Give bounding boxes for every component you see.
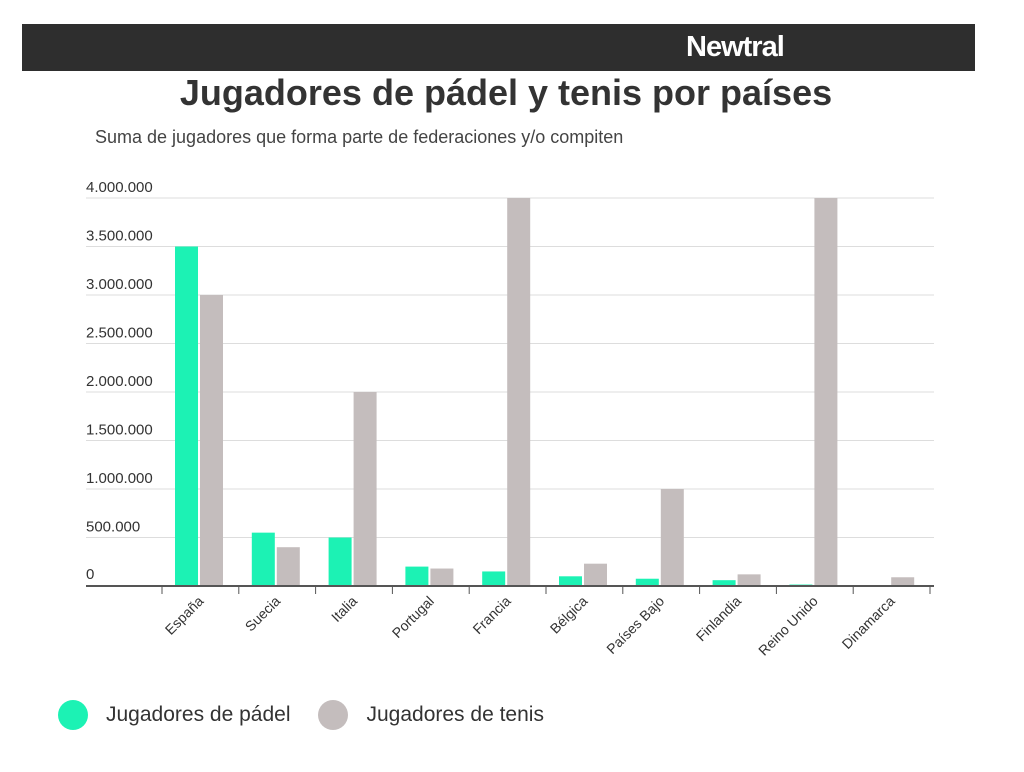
legend-label-tenis: Jugadores de tenis bbox=[366, 703, 544, 726]
bar-padel bbox=[251, 532, 275, 586]
y-tick-label: 2.500.000 bbox=[86, 325, 153, 342]
bar-tenis bbox=[584, 563, 607, 586]
bar-padel bbox=[712, 580, 736, 586]
y-tick-label: 0 bbox=[86, 566, 94, 583]
y-tick-label: 3.500.000 bbox=[86, 228, 153, 245]
bar-padel bbox=[405, 566, 429, 586]
x-tick-label: Italia bbox=[328, 593, 360, 625]
bar-padel bbox=[559, 576, 582, 586]
bar-tenis bbox=[737, 574, 761, 586]
x-tick-label: Reino Unido bbox=[755, 593, 821, 659]
x-tick-label: Finlandia bbox=[693, 593, 745, 645]
y-tick-label: 3.000.000 bbox=[86, 276, 153, 293]
x-tick-label: Países Bajo bbox=[603, 593, 667, 657]
x-tick-label: Francia bbox=[469, 593, 513, 637]
bar-tenis bbox=[891, 577, 915, 586]
y-tick-label: 4.000.000 bbox=[86, 179, 153, 196]
x-tick-label: Bélgica bbox=[547, 593, 591, 637]
legend-item-tenis: Jugadores de tenis bbox=[318, 700, 544, 730]
legend-swatch-padel bbox=[58, 700, 88, 730]
bar-tenis bbox=[353, 392, 377, 586]
x-tick-label: España bbox=[162, 593, 207, 638]
chart-legend: Jugadores de pádel Jugadores de tenis bbox=[58, 698, 572, 732]
x-tick-label: Dinamarca bbox=[839, 593, 898, 652]
bar-padel bbox=[482, 571, 506, 586]
y-tick-label: 1.500.000 bbox=[86, 422, 153, 439]
bar-tenis bbox=[200, 295, 223, 586]
y-tick-label: 1.000.000 bbox=[86, 470, 153, 487]
chart-title: Jugadores de pádel y tenis por países bbox=[179, 72, 833, 113]
y-tick-label: 500.000 bbox=[86, 519, 140, 536]
legend-swatch-tenis bbox=[318, 700, 349, 730]
bar-tenis bbox=[276, 547, 300, 586]
brand-header-bar: Newtral bbox=[22, 24, 975, 71]
bar-padel bbox=[175, 246, 198, 586]
y-tick-label: 2.000.000 bbox=[86, 373, 153, 390]
bar-tenis bbox=[430, 568, 454, 586]
bar-padel bbox=[328, 537, 352, 586]
chart-subtitle: Suma de jugadores que forma parte de fed… bbox=[95, 127, 624, 147]
bar-tenis bbox=[814, 198, 838, 586]
bar-tenis bbox=[507, 198, 531, 586]
x-tick-label: Portugal bbox=[389, 593, 437, 641]
legend-item-padel: Jugadores de pádel bbox=[58, 700, 290, 730]
x-tick-label: Suecia bbox=[242, 593, 284, 635]
legend-label-padel: Jugadores de pádel bbox=[106, 703, 291, 726]
bar-tenis bbox=[660, 489, 684, 586]
brand-logo: Newtral bbox=[686, 31, 785, 63]
bar-padel bbox=[635, 578, 659, 586]
